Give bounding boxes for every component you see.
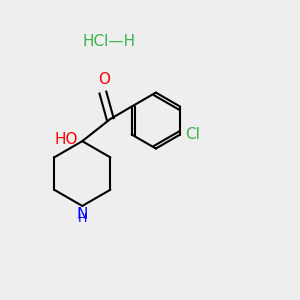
Text: Cl: Cl bbox=[185, 127, 200, 142]
Text: H: H bbox=[78, 212, 87, 225]
Text: HO: HO bbox=[54, 132, 78, 147]
Text: N: N bbox=[76, 207, 88, 222]
Text: O: O bbox=[98, 72, 110, 87]
Text: HCl—H: HCl—H bbox=[82, 34, 135, 49]
